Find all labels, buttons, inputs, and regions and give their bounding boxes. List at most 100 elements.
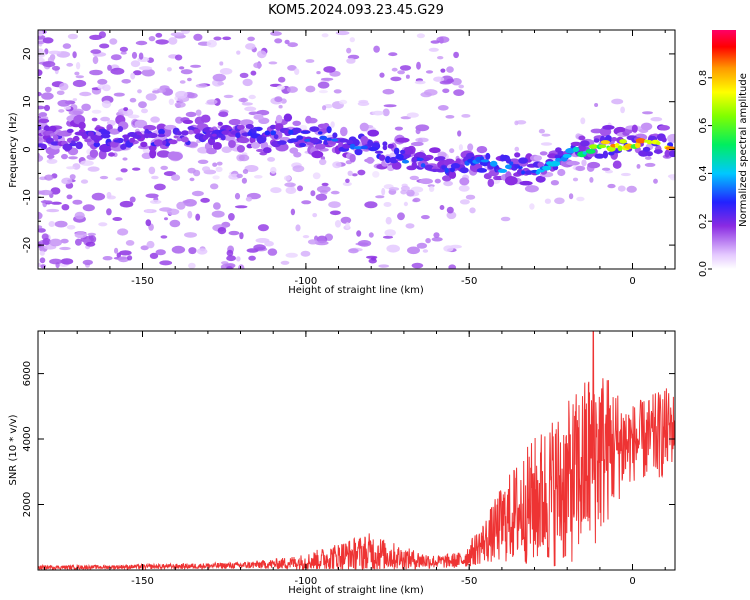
heatmap-cell — [60, 238, 69, 244]
heatmap-cell — [509, 161, 514, 166]
heatmap-cell — [457, 130, 462, 137]
heatmap-cell — [66, 128, 74, 133]
heatmap-cell — [514, 146, 520, 152]
heatmap-cell — [253, 114, 264, 120]
heatmap-cell — [255, 148, 265, 153]
heatmap-cell — [247, 131, 252, 136]
heatmap-cell — [245, 43, 256, 50]
heatmap-cell — [646, 151, 653, 157]
heatmap-cell — [342, 181, 352, 187]
heatmap-cell — [108, 152, 115, 157]
colorbar-label: Normalized spectral amplitude — [738, 73, 749, 227]
heatmap-cell — [323, 66, 336, 73]
heatmap-cell — [367, 139, 374, 147]
heatmap-cell — [290, 208, 296, 216]
heatmap-cell — [642, 146, 651, 152]
heatmap-cell — [91, 109, 102, 114]
heatmap-cell — [533, 155, 542, 162]
heatmap-cell — [226, 249, 234, 257]
heatmap-cell — [441, 165, 446, 170]
heatmap-cell — [437, 105, 449, 111]
heatmap-cell — [102, 256, 113, 261]
heatmap-cell — [439, 205, 445, 210]
heatmap-cell — [156, 150, 171, 158]
heatmap-cell — [620, 106, 625, 114]
heatmap-cell — [219, 68, 233, 75]
heatmap-cell — [149, 252, 159, 259]
heatmap-cell — [79, 91, 92, 97]
heatmap-cell — [500, 216, 511, 222]
heatmap-cell — [550, 180, 560, 186]
heatmap-cell — [650, 117, 663, 122]
heatmap-cell — [572, 146, 580, 152]
colorbar-tick-label: 0.4 — [698, 165, 709, 181]
heatmap-cell — [222, 36, 232, 41]
heatmap-cell — [322, 105, 327, 111]
heatmap-cell — [145, 93, 157, 101]
heatmap-cell — [320, 77, 334, 81]
heatmap-cell — [239, 72, 249, 78]
heatmap-cell — [347, 170, 353, 176]
heatmap-cell — [273, 134, 279, 140]
heatmap-cell — [106, 191, 112, 199]
heatmap-cell — [195, 109, 202, 116]
heatmap-cell — [50, 187, 61, 195]
heatmap-cell — [448, 264, 456, 269]
heatmap-cell — [453, 89, 465, 96]
heatmap-cell — [589, 177, 594, 183]
heatmap-cell — [514, 152, 521, 158]
heatmap-cell — [245, 124, 254, 129]
heatmap-cell — [62, 43, 72, 49]
heatmap-cell — [287, 65, 297, 71]
heatmap-cell — [46, 158, 58, 164]
heatmap-cell — [52, 134, 59, 141]
heatmap-cell — [235, 132, 241, 139]
heatmap-cell — [305, 85, 316, 93]
heatmap-cell — [168, 139, 178, 145]
heatmap-cell — [316, 185, 331, 193]
heatmap-cell — [155, 32, 163, 38]
heatmap-cell — [314, 240, 329, 246]
heatmap-cell — [374, 150, 384, 154]
heatmap-cell — [100, 116, 110, 122]
heatmap-cell — [505, 164, 512, 170]
heatmap-cell — [388, 187, 400, 191]
snr-frame — [37, 330, 676, 571]
heatmap-cell — [278, 76, 286, 83]
heatmap-cell — [669, 150, 675, 158]
heatmap-cell — [239, 232, 244, 240]
heatmap-cell — [134, 134, 142, 140]
heatmap-cell — [117, 228, 129, 236]
heatmap-cell — [385, 216, 392, 225]
heatmap-cell — [437, 56, 444, 60]
heatmap-cell — [113, 92, 125, 97]
colorbar-gradient — [712, 30, 736, 269]
heatmap-cell — [557, 168, 566, 177]
heatmap-cell — [42, 238, 51, 246]
heatmap-cell — [149, 149, 157, 159]
heatmap-cell — [215, 166, 223, 172]
heatmap-cell — [75, 141, 83, 150]
heatmap-cell — [38, 125, 42, 131]
heatmap-cell — [635, 138, 646, 144]
heatmap-cell — [407, 246, 420, 255]
x-tick-label: -100 — [295, 276, 318, 287]
heatmap-cell — [617, 185, 626, 192]
heatmap-cell — [250, 70, 257, 76]
heatmap-cell — [193, 128, 201, 135]
y-tick-label: 6000 — [22, 361, 33, 386]
heatmap-cell — [120, 143, 127, 150]
heatmap-cell — [439, 80, 452, 85]
heatmap-cell — [188, 262, 196, 269]
heatmap-cell — [458, 84, 465, 89]
heatmap-cell — [164, 124, 177, 130]
heatmap-cell — [72, 199, 83, 205]
heatmap-cell — [151, 175, 159, 180]
heatmap-cell — [607, 183, 616, 189]
heatmap-cell — [54, 220, 68, 228]
heatmap-cell — [302, 235, 310, 239]
heatmap-cell — [395, 137, 410, 143]
heatmap-cell — [321, 182, 329, 187]
heatmap-cell — [566, 160, 580, 166]
heatmap-cell — [115, 177, 123, 181]
